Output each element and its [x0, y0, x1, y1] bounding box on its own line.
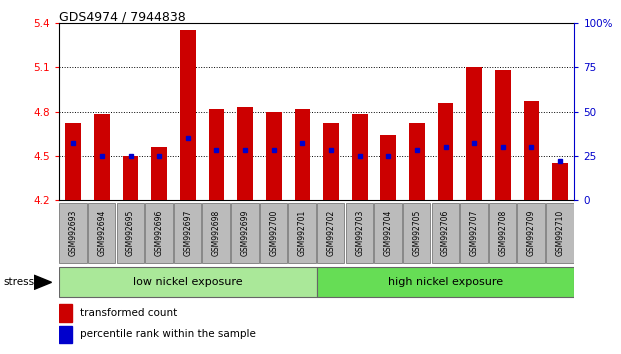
FancyBboxPatch shape — [88, 203, 116, 263]
Text: GSM992695: GSM992695 — [126, 210, 135, 256]
FancyBboxPatch shape — [260, 203, 288, 263]
Bar — [438, 103, 453, 200]
Bar — [351, 114, 368, 200]
FancyBboxPatch shape — [489, 203, 516, 263]
Bar — [552, 163, 568, 200]
Text: percentile rank within the sample: percentile rank within the sample — [79, 330, 255, 339]
Bar — [180, 30, 196, 200]
FancyBboxPatch shape — [460, 203, 487, 263]
FancyBboxPatch shape — [117, 203, 144, 263]
Text: GSM992702: GSM992702 — [327, 210, 335, 256]
Bar — [123, 156, 138, 200]
Bar — [266, 112, 282, 200]
FancyBboxPatch shape — [174, 203, 201, 263]
Bar — [317, 267, 574, 297]
Text: GSM992704: GSM992704 — [384, 210, 393, 256]
Text: transformed count: transformed count — [79, 308, 177, 318]
Text: GDS4974 / 7944838: GDS4974 / 7944838 — [59, 11, 186, 24]
FancyBboxPatch shape — [403, 203, 430, 263]
FancyBboxPatch shape — [145, 203, 173, 263]
Text: low nickel exposure: low nickel exposure — [133, 277, 243, 287]
Text: GSM992696: GSM992696 — [155, 210, 164, 256]
FancyBboxPatch shape — [346, 203, 373, 263]
Bar — [323, 123, 339, 200]
Text: GSM992693: GSM992693 — [69, 210, 78, 256]
Bar — [209, 109, 224, 200]
Bar — [59, 326, 72, 343]
Bar — [59, 267, 317, 297]
Text: GSM992705: GSM992705 — [412, 210, 422, 256]
Text: GSM992710: GSM992710 — [556, 210, 564, 256]
Text: GSM992706: GSM992706 — [441, 210, 450, 256]
Bar — [237, 107, 253, 200]
Bar — [409, 123, 425, 200]
FancyBboxPatch shape — [517, 203, 545, 263]
Bar — [94, 114, 110, 200]
Text: GSM992707: GSM992707 — [469, 210, 479, 256]
Bar — [466, 67, 482, 200]
Polygon shape — [34, 275, 52, 290]
Bar — [495, 70, 510, 200]
Text: stress: stress — [3, 277, 34, 287]
FancyBboxPatch shape — [59, 203, 87, 263]
Text: GSM992697: GSM992697 — [183, 210, 193, 256]
Bar — [381, 135, 396, 200]
Text: GSM992709: GSM992709 — [527, 210, 536, 256]
FancyBboxPatch shape — [202, 203, 230, 263]
FancyBboxPatch shape — [317, 203, 345, 263]
Text: GSM992703: GSM992703 — [355, 210, 364, 256]
FancyBboxPatch shape — [374, 203, 402, 263]
Text: high nickel exposure: high nickel exposure — [388, 277, 503, 287]
Bar — [152, 147, 167, 200]
FancyBboxPatch shape — [231, 203, 258, 263]
Bar — [524, 101, 540, 200]
Text: GSM992700: GSM992700 — [270, 210, 278, 256]
Text: GSM992701: GSM992701 — [298, 210, 307, 256]
Bar — [65, 123, 81, 200]
Bar — [294, 109, 310, 200]
Bar — [59, 304, 72, 321]
Text: GSM992708: GSM992708 — [498, 210, 507, 256]
FancyBboxPatch shape — [432, 203, 459, 263]
FancyBboxPatch shape — [546, 203, 574, 263]
Text: GSM992699: GSM992699 — [240, 210, 250, 256]
Text: GSM992694: GSM992694 — [97, 210, 106, 256]
FancyBboxPatch shape — [288, 203, 316, 263]
Text: GSM992698: GSM992698 — [212, 210, 221, 256]
